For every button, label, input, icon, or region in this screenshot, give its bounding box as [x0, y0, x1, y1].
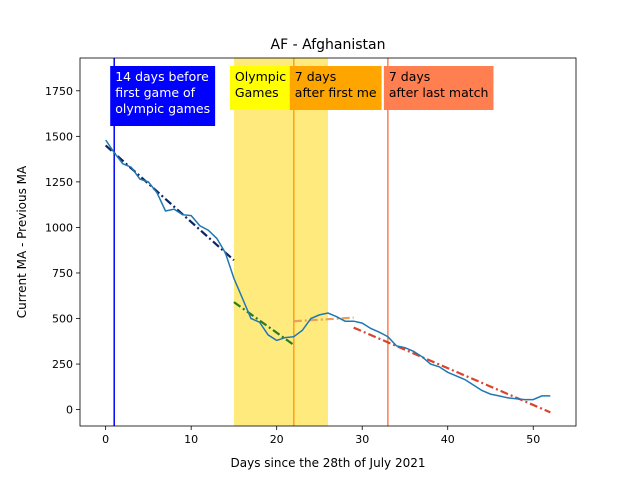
- annotation-1-box: [229, 66, 292, 110]
- x-tick-label: 30: [355, 433, 369, 446]
- y-tick-label: 1750: [45, 85, 73, 98]
- annotation-0-line-0: 14 days before: [115, 69, 209, 84]
- y-tick-label: 500: [52, 313, 73, 326]
- annotation-3-line-1: after last match: [389, 85, 489, 100]
- annotation-1-line-0: Olympic: [235, 69, 286, 84]
- trend-line-1: [233, 301, 295, 346]
- y-tick-label: 750: [52, 267, 73, 280]
- x-tick-label: 10: [184, 433, 198, 446]
- shaded-region: [233, 58, 328, 426]
- annotation-3-line-0: 7 days: [389, 69, 430, 84]
- trend-line-0: [104, 144, 235, 262]
- x-tick-label: 40: [441, 433, 455, 446]
- y-axis-label: Current MA - Previous MA: [15, 165, 29, 318]
- x-axis: 0 10 20 30 40 50: [102, 426, 540, 446]
- annotation-0-line-1: first game of: [115, 85, 195, 100]
- annotation-3-box: [383, 66, 494, 110]
- annotation-1-line-1: Games: [235, 85, 279, 100]
- annotation-0-line-2: olympic games: [115, 101, 210, 116]
- chart-title: AF - Afghanistan: [271, 37, 386, 53]
- x-tick-label: 20: [270, 433, 284, 446]
- y-axis: 0 250 500 750 1000 1250 1500 1750: [45, 85, 80, 417]
- olympic-shade: [233, 58, 328, 426]
- y-tick-label: 0: [66, 404, 73, 417]
- plot-frame: [79, 57, 577, 427]
- x-axis-label: Days since the 28th of July 2021: [231, 456, 426, 470]
- annotation-2-line-1: after first me: [295, 85, 377, 100]
- x-tick-label: 0: [102, 433, 109, 446]
- series-line-0: [105, 139, 551, 401]
- y-tick-label: 1250: [45, 176, 73, 189]
- data-series: [105, 139, 551, 401]
- trend-line-2: [293, 316, 354, 323]
- y-tick-label: 1000: [45, 221, 73, 234]
- annotation-2-box: [289, 66, 382, 110]
- x-tick-label: 50: [526, 433, 540, 446]
- y-tick-label: 1500: [45, 130, 73, 143]
- annotation-0-box: [110, 66, 216, 126]
- y-tick-label: 250: [52, 358, 73, 371]
- annotation-2-line-0: 7 days: [295, 69, 336, 84]
